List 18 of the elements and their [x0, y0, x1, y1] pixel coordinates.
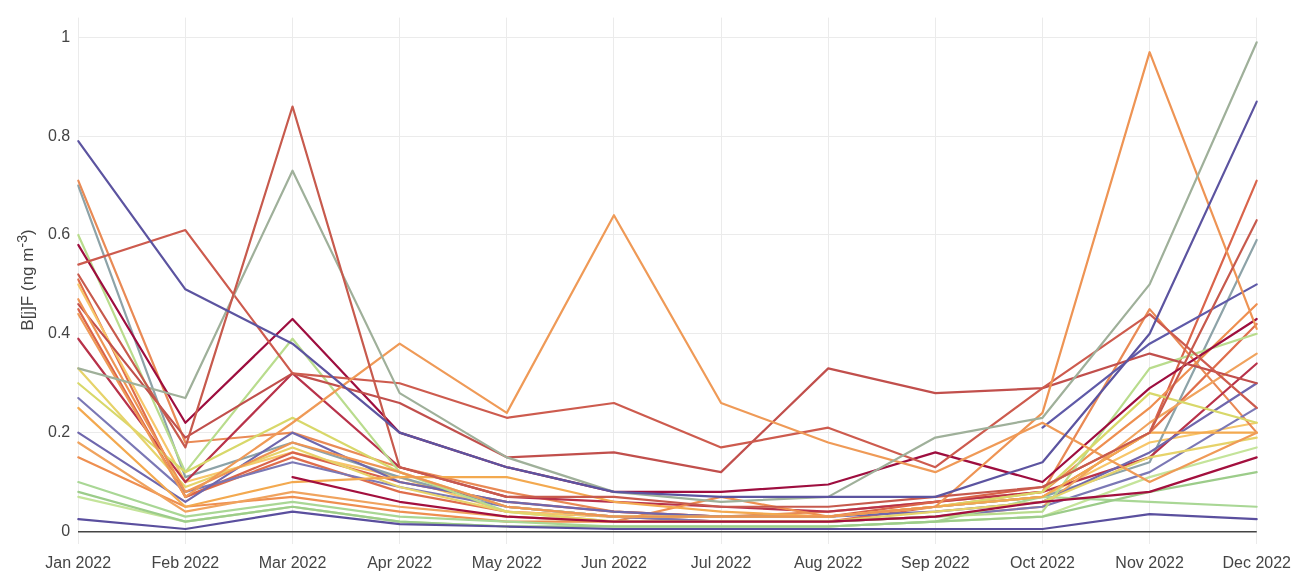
x-tick-label: Apr 2022: [367, 553, 433, 571]
x-tick-label: Feb 2022: [151, 553, 220, 571]
x-tick-label: Nov 2022: [1115, 553, 1184, 571]
x-tick-label: Oct 2022: [1010, 553, 1076, 571]
y-tick-label: 0.6: [47, 225, 71, 243]
x-tick-label: Aug 2022: [793, 553, 863, 571]
y-tick-label: 1: [61, 27, 71, 45]
x-tick-label: Jul 2022: [690, 553, 752, 571]
x-tick-label: Dec 2022: [1222, 553, 1292, 571]
x-tick-label: Jun 2022: [581, 553, 647, 571]
y-tick-label: 0.2: [47, 423, 71, 441]
x-tick-label: Jan 2022: [45, 553, 112, 571]
x-tick-label: May 2022: [471, 553, 543, 571]
x-tick-label: Sep 2022: [901, 553, 970, 571]
y-tick-label: 0: [61, 521, 71, 539]
y-tick-label: 0.4: [47, 324, 71, 342]
y-tick-label: 0.8: [47, 126, 71, 144]
x-tick-label: Mar 2022: [258, 553, 327, 571]
